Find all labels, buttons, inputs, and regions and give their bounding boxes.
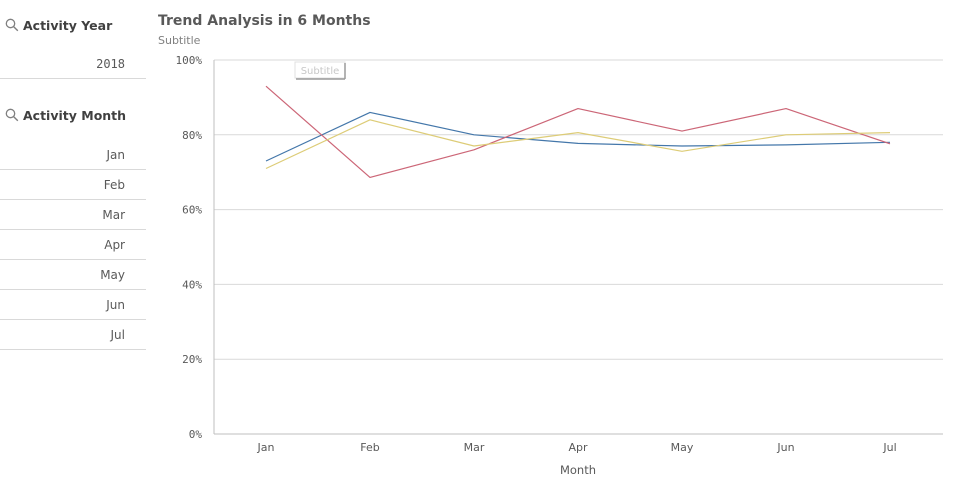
line-chart[interactable]: 0% 20% 40% 60% 80% 100% Jan Feb Mar Apr May Jun Jul… [150, 50, 950, 490]
year-value-2018[interactable]: 2018 [0, 50, 146, 79]
month-item-may[interactable]: May [0, 260, 146, 290]
x-tick-label: Apr [568, 441, 588, 454]
search-icon[interactable] [5, 18, 19, 32]
series-line-2[interactable] [265, 85, 891, 179]
month-item-jul[interactable]: Jul [0, 320, 146, 350]
y-tick-label: 40% [182, 278, 202, 291]
month-item-apr[interactable]: Apr [0, 230, 146, 260]
chart-subtitle: Subtitle [158, 34, 201, 47]
series-line-1[interactable] [265, 111, 891, 162]
x-tick-label: Jul [882, 441, 896, 454]
month-item-mar[interactable]: Mar [0, 200, 146, 230]
gridlines [214, 59, 943, 360]
activity-month-label: Activity Month [23, 107, 127, 123]
activity-year-label: Activity Year [23, 17, 113, 33]
x-tick-labels: Jan Feb Mar Apr May Jun Jul [257, 441, 897, 454]
y-tick-label: 0% [189, 428, 203, 441]
y-tick-label: 80% [182, 129, 202, 142]
activity-month-filter-title[interactable]: Activity Month [0, 104, 126, 126]
x-tick-label: Feb [360, 441, 379, 454]
y-tick-label: 60% [182, 204, 202, 217]
month-item-feb[interactable]: Feb [0, 170, 146, 200]
x-tick-label: May [671, 441, 694, 454]
search-icon[interactable] [5, 108, 19, 122]
chart-title: Trend Analysis in 6 Months [158, 13, 371, 29]
series-lines [265, 85, 891, 179]
series-line-3[interactable] [265, 119, 891, 170]
x-tick-label: Jun [776, 441, 794, 454]
tooltip-text: Subtitle [301, 66, 340, 77]
tooltip: Subtitle [294, 61, 346, 80]
y-tick-labels: 0% 20% 40% 60% 80% 100% [176, 54, 203, 441]
month-item-jan[interactable]: Jan [0, 140, 146, 170]
x-axis-title: Month [560, 463, 596, 477]
month-item-jun[interactable]: Jun [0, 290, 146, 320]
month-list: Jan Feb Mar Apr May Jun Jul [0, 140, 146, 350]
x-tick-label: Mar [464, 441, 485, 454]
y-tick-label: 100% [176, 54, 203, 67]
activity-year-filter-title[interactable]: Activity Year [0, 14, 112, 36]
x-tick-label: Jan [257, 441, 275, 454]
y-tick-label: 20% [182, 353, 202, 366]
